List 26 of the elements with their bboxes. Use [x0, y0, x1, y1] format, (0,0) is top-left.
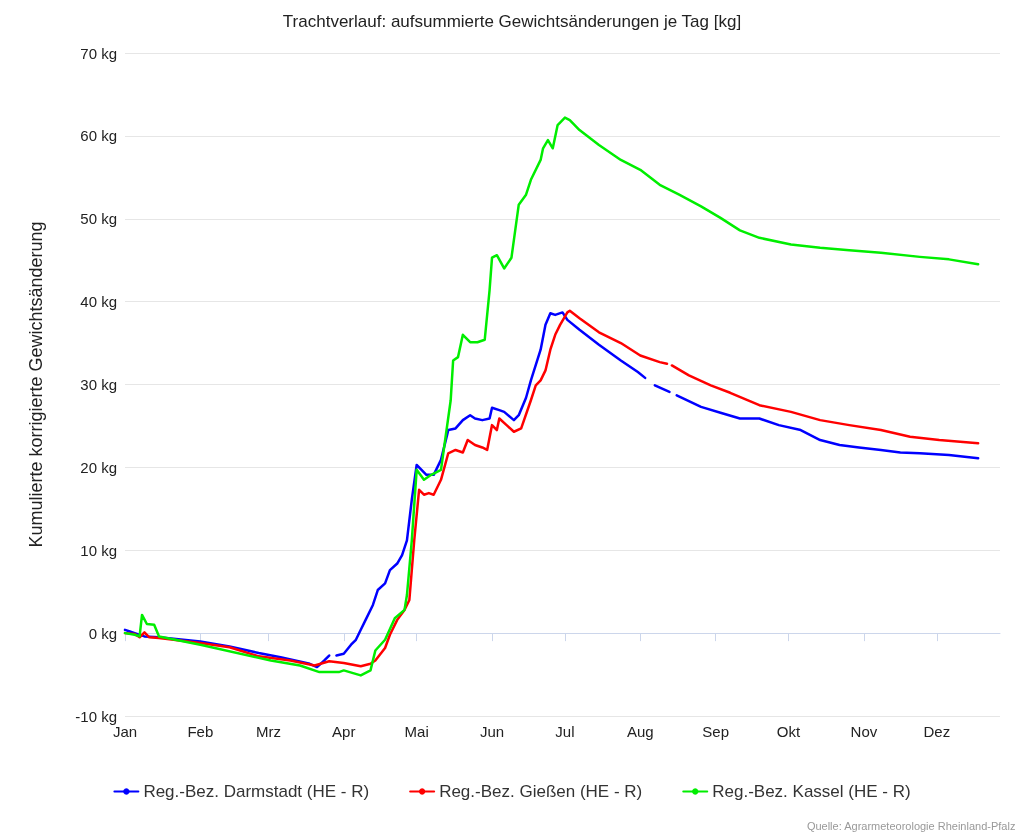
legend-label: Reg.-Bez. Darmstadt (HE - R): [143, 782, 370, 801]
legend-label: Reg.-Bez. Kassel (HE - R): [712, 782, 911, 801]
y-tick-label: 20 kg: [80, 458, 117, 476]
x-tick-label: Sep: [702, 723, 729, 740]
source-note: Quelle: Agrarmeteorologie Rheinland-Pfalz: [806, 819, 1016, 832]
x-tick-label: Apr: [332, 723, 356, 740]
y-axis-title: Kumulierte korrigierte Gewichtsänderung: [26, 221, 46, 548]
y-tick-label: 50 kg: [80, 210, 117, 228]
x-tick-label: Dez: [923, 723, 951, 740]
chart-title: Trachtverlauf: aufsummierte Gewichtsänderungen je Tag [kg]: [282, 12, 742, 31]
x-tick-label: Feb: [187, 723, 214, 740]
x-tick-label: Jun: [479, 723, 505, 740]
y-tick-label: 10 kg: [80, 541, 117, 559]
y-tick-label: 0 kg: [88, 624, 117, 642]
y-tick-label: 70 kg: [80, 44, 117, 62]
y-tick-label: 40 kg: [80, 293, 117, 311]
x-tick-label: Okt: [776, 723, 802, 740]
x-tick-label: Mai: [404, 723, 429, 740]
y-tick-label: 60 kg: [80, 127, 117, 145]
x-tick-label: Nov: [850, 723, 878, 740]
x-tick-label: Jul: [555, 723, 575, 740]
legend-label: Reg.-Bez. Gießen (HE - R): [439, 782, 643, 801]
y-tick-label: -10 kg: [75, 707, 117, 725]
x-tick-label: Aug: [626, 723, 654, 740]
x-tick-label: Mrz: [255, 723, 281, 740]
y-tick-label: 30 kg: [80, 376, 117, 393]
